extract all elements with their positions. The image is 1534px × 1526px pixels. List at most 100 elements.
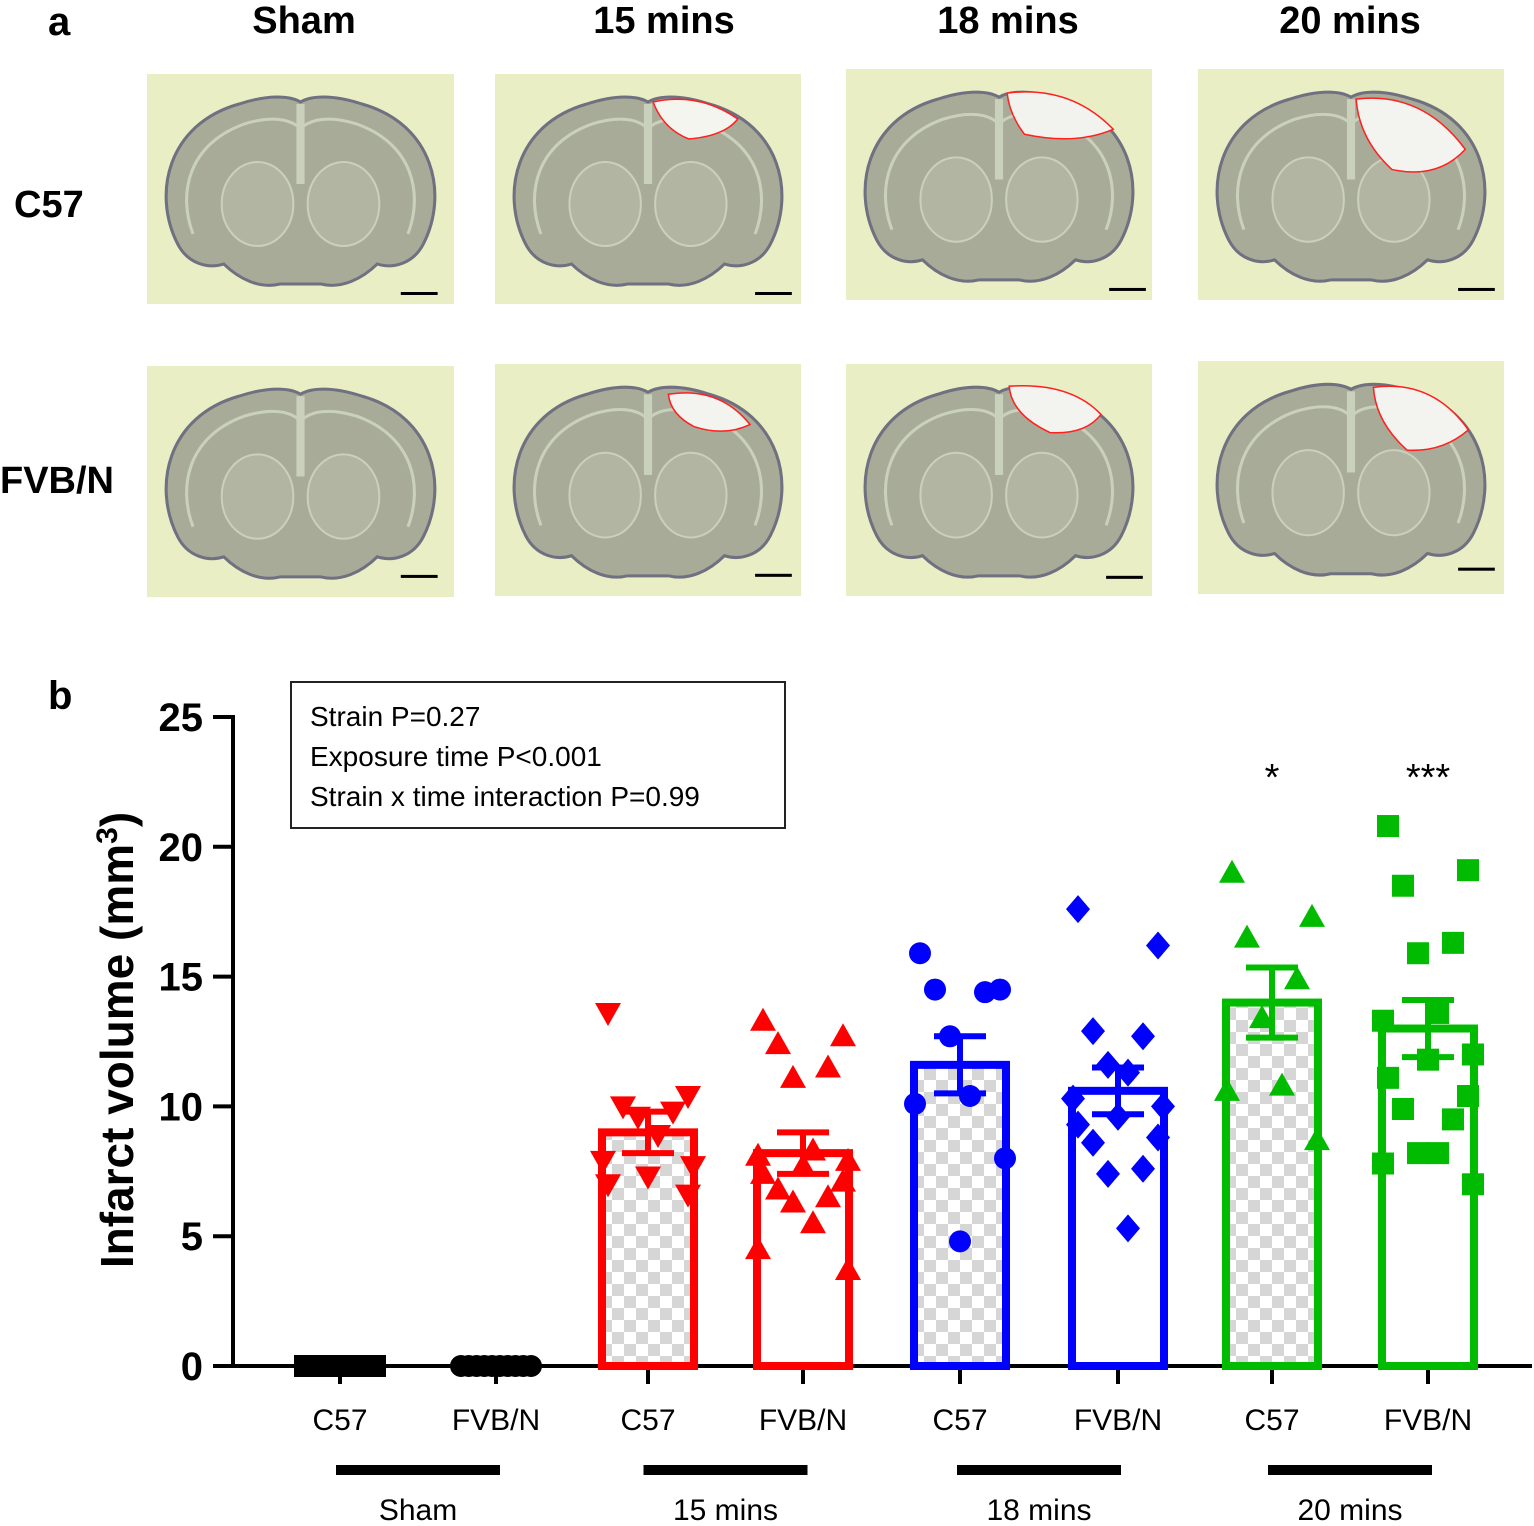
data-point [675,1184,701,1208]
data-point [949,1230,971,1253]
data-point [1457,1085,1479,1108]
data-point [1427,1001,1449,1024]
data-point [1442,931,1464,954]
significance-marker: * [1265,757,1280,799]
brain-slice-fvbn-15-mins [495,364,801,596]
data-point [1284,966,1310,990]
data-point [974,981,996,1004]
x-tick-label: FVB/N [1074,1404,1162,1437]
data-point [765,1031,791,1055]
data-point [1106,1102,1130,1131]
bar [910,1060,1010,1370]
data-point [1096,1159,1120,1188]
x-tick-label: C57 [1244,1404,1299,1437]
data-point [1214,1077,1240,1101]
data-point [680,1156,706,1180]
data-point [1427,1142,1449,1165]
data-point [800,1137,826,1161]
data-point [364,1355,386,1377]
significance-marker: *** [1406,757,1451,799]
x-tick-label: FVB/N [452,1404,540,1437]
group-label: 20 mins [1297,1494,1402,1526]
y-tick-label: 10 [159,1085,204,1129]
x-tick-label: FVB/N [1384,1404,1472,1437]
data-point [1377,815,1399,838]
data-point [645,1124,671,1148]
group-bracket [643,1465,808,1475]
x-tick-label: C57 [620,1404,675,1437]
y-tick-label: 5 [181,1215,203,1259]
data-point [1377,1066,1399,1089]
data-point [1151,1092,1175,1121]
y-tick-label: 25 [159,696,204,740]
data-point [815,1184,841,1208]
data-point [595,1002,621,1026]
bar [1222,998,1322,1370]
data-point [675,1086,701,1110]
data-point [780,1064,806,1088]
data-point [1061,1084,1085,1113]
data-point [1417,1048,1439,1071]
data-point [904,1092,926,1115]
brain-slice-fvbn-18-mins [846,364,1152,596]
data-point [1372,1009,1394,1032]
data-point [635,1166,661,1190]
y-tick-label: 15 [159,956,204,1000]
data-point [1372,1152,1394,1175]
data-point [765,1176,791,1200]
data-point [1116,1058,1140,1087]
x-tick-label: C57 [312,1404,367,1437]
data-point [994,1147,1016,1170]
brain-slice-fvbn-20-mins [1198,361,1504,594]
data-point [800,1210,826,1234]
stat-exposure-time: Exposure time P<0.001 [310,741,602,772]
data-point [610,1096,636,1120]
data-point [909,942,931,965]
data-point [750,1007,776,1031]
data-point [1066,895,1090,924]
data-point [625,1106,651,1130]
data-point [1269,1072,1295,1096]
data-point [1146,931,1170,960]
data-point [939,1025,961,1048]
data-point [1096,1050,1120,1079]
data-point [1131,1022,1155,1051]
group-label: 18 mins [986,1494,1091,1526]
data-point [780,1189,806,1213]
data-point [835,1147,861,1171]
column-title-20-mins: 20 mins [1279,0,1421,42]
data-point [815,1054,841,1078]
row-title-fvbn: FVB/N [0,460,114,502]
data-point [520,1355,542,1377]
data-point [745,1142,771,1166]
brain-slice-c57-18-mins [846,69,1152,300]
x-tick-label: C57 [932,1404,987,1437]
column-title-18-mins: 18 mins [937,0,1079,42]
data-point [1249,1005,1275,1029]
y-axis-title: Infarct volume (mm3) [91,812,143,1268]
stat-strain: Strain P=0.27 [310,701,481,732]
data-point [790,1153,816,1177]
row-title-c57: C57 [14,184,84,226]
y-tick-label: 0 [181,1345,203,1389]
data-point [1442,1108,1464,1131]
bar-chart: 0 5 10 15 20 25 Infarct volume (mm3) C57 FVB/N C… [91,696,1532,1526]
data-point [830,1168,856,1192]
brain-slice-fvbn-sham [147,366,454,597]
brain-slice-c57-20-mins [1198,69,1504,300]
y-tick-label: 20 [159,826,204,870]
data-point [1462,1173,1484,1196]
data-point [1234,924,1260,948]
group-bracket [336,1465,500,1475]
data-point [1081,1017,1105,1046]
data-point [590,1150,616,1174]
data-point [1219,859,1245,883]
data-point [1146,1123,1170,1152]
data-point [1116,1214,1140,1243]
group-bracket [957,1465,1121,1475]
data-point [1462,1043,1484,1066]
group-bracket [1268,1465,1432,1475]
data-point [1407,942,1429,965]
data-point [1392,1097,1414,1120]
